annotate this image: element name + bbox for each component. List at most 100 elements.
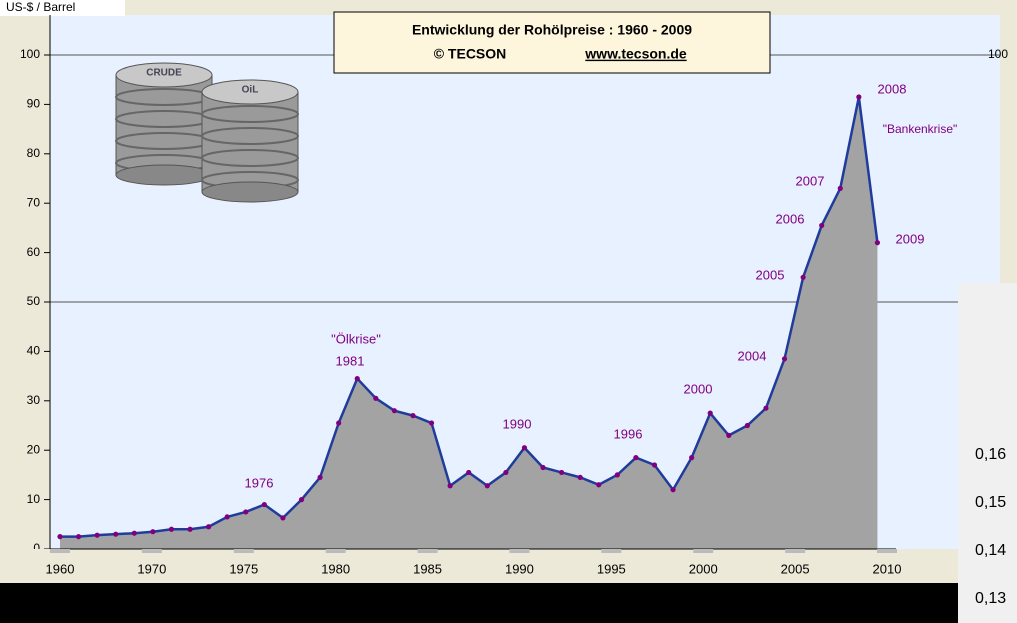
data-point: [781, 356, 788, 362]
data-point: [726, 432, 732, 438]
overlay-text: 0,15: [975, 494, 1006, 511]
data-point: [280, 515, 286, 521]
y-axis-label: US-$ / Barrel: [6, 0, 75, 14]
y-tick-label: 30: [27, 393, 41, 407]
data-point: [707, 410, 713, 416]
data-point: [317, 474, 323, 480]
annotation: 2005: [756, 267, 785, 282]
data-point: [837, 185, 843, 191]
data-point: [336, 420, 342, 426]
data-point: [168, 526, 175, 532]
y-tick-label: 50: [27, 294, 41, 308]
x-tick-pill: [325, 549, 346, 553]
data-point: [75, 534, 82, 540]
data-point: [577, 474, 583, 480]
barrel-top: [201, 79, 299, 105]
barrel-label: CRUDE: [146, 68, 182, 79]
y-tick-label: 10: [27, 492, 41, 506]
annotation: "Ölkrise": [331, 331, 381, 346]
x-tick-label: 1970: [137, 561, 166, 576]
x-tick-pill: [233, 549, 254, 553]
x-tick-label: 2000: [689, 561, 718, 576]
data-point: [298, 497, 305, 503]
data-point: [131, 530, 137, 536]
data-point: [391, 408, 397, 414]
x-tick-label: 1980: [321, 561, 350, 576]
x-tick-label: 1995: [597, 561, 626, 576]
x-tick-pill: [509, 549, 530, 553]
y-tick-label: 0: [33, 541, 40, 555]
x-tick-label: 1985: [413, 561, 442, 576]
x-tick-pill: [417, 549, 438, 553]
barrel-bottom: [115, 164, 213, 186]
y-tick-label: 40: [27, 344, 41, 358]
data-point: [150, 529, 156, 535]
overlay-text: 0,16: [975, 446, 1006, 463]
data-point: [57, 534, 63, 540]
x-axis-band: [0, 549, 1017, 583]
data-point: [113, 531, 119, 537]
data-point: [206, 524, 212, 530]
x-tick-label: 2005: [781, 561, 810, 576]
data-point: [447, 483, 453, 489]
y-tick-label: 90: [27, 97, 41, 111]
x-tick-pill: [693, 549, 714, 553]
data-point: [354, 375, 360, 382]
x-tick-label: 2010: [873, 561, 902, 576]
barrel-ring: [201, 149, 299, 167]
data-point: [484, 483, 490, 489]
barrel-bottom: [201, 181, 299, 203]
x-tick-label: 1975: [229, 561, 258, 576]
overlay-bg: [958, 283, 1017, 623]
x-tick-pill: [877, 549, 897, 553]
data-point: [503, 469, 509, 476]
data-point: [651, 462, 658, 468]
annotation: "Bankenkrise": [883, 122, 958, 136]
x-tick-pill: [141, 549, 162, 553]
data-point: [224, 514, 230, 520]
barrel-ring: [201, 127, 299, 145]
data-point: [633, 455, 639, 461]
barrel-ring: [201, 105, 299, 123]
data-point: [243, 509, 249, 515]
price-area: [60, 96, 878, 550]
chart-link: www.tecson.de: [584, 46, 687, 62]
data-point: [670, 487, 676, 493]
y-tick-label: 20: [27, 442, 41, 456]
annotation: 2006: [776, 211, 805, 226]
x-tick-pill: [785, 549, 806, 553]
y-tick-label: 60: [27, 245, 41, 259]
data-point: [856, 94, 862, 100]
data-point: [428, 420, 435, 426]
y-tick-label: 100: [20, 47, 40, 61]
y-label-bg: [0, 0, 125, 16]
x-tick-pill: [50, 549, 70, 553]
data-point: [559, 469, 565, 476]
chart-subtitle: © TECSON: [434, 46, 507, 62]
x-tick-pill: [601, 549, 622, 553]
annotation: 2000: [684, 381, 713, 396]
data-point: [540, 464, 546, 471]
x-tick-label: 1990: [505, 561, 534, 576]
data-point: [596, 482, 602, 488]
data-point: [874, 240, 881, 246]
y-tick-label: 80: [27, 146, 41, 160]
data-point: [800, 274, 806, 280]
data-point: [689, 455, 695, 461]
data-point: [187, 526, 193, 532]
chart-title: Entwicklung der Rohölpreise : 1960 - 200…: [412, 22, 692, 38]
barrel-label: OiL: [242, 85, 259, 96]
data-point: [94, 532, 100, 538]
data-point: [819, 222, 825, 229]
data-point: [373, 395, 379, 401]
data-point: [763, 405, 769, 411]
x-tick-label: 1960: [46, 561, 75, 576]
annotation: 2008: [878, 81, 907, 96]
barrel-top: [115, 62, 213, 88]
title-box: [333, 11, 771, 74]
annotation: 2009: [896, 231, 925, 246]
annotation: 1976: [245, 475, 274, 490]
annotation: 1981: [336, 353, 365, 368]
right-tick-label: 100: [988, 47, 1008, 61]
